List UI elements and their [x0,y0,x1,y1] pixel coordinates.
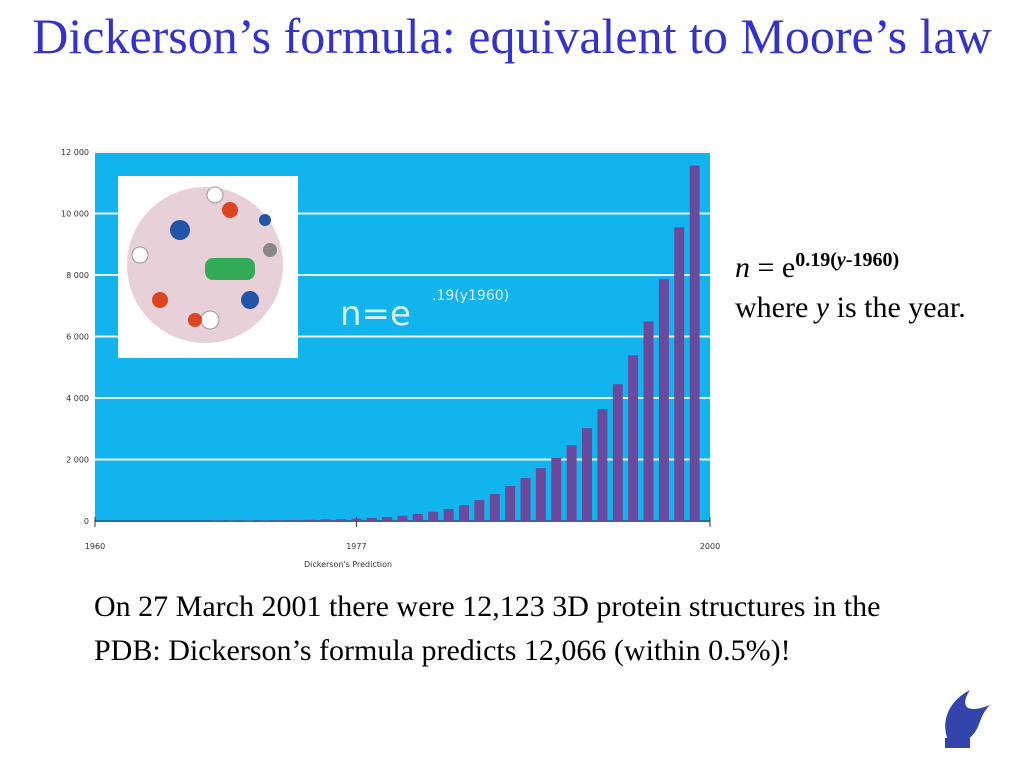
bar [643,321,654,521]
bar [366,517,377,521]
protein-structure [127,186,283,343]
where-b: is the year. [829,291,966,324]
bar [428,511,439,521]
bar [489,493,500,521]
bar [582,428,592,521]
bar [336,519,346,521]
inset-formula: n=e [340,294,411,334]
bar [535,468,546,521]
bar [597,409,608,521]
formula-var: n [735,251,750,284]
bar [628,355,639,521]
bar [259,520,270,521]
where-var: y [815,291,830,324]
plot-background [95,152,710,522]
bar [274,520,285,521]
formula: n = e0.19(y-1960) where y is the year. [735,240,975,328]
bar [289,520,300,521]
exp-var: y [836,249,846,271]
bar [505,485,516,521]
logo [945,690,990,748]
y-tick-label: 10 000 [61,210,89,219]
note: On 27 March 2001 there were 12,123 3D pr… [94,590,881,667]
x-tick-label: 1960 [85,542,105,551]
bar [658,279,669,521]
protein-image [118,176,298,358]
bar [689,165,700,521]
formula-eq: = e [750,251,796,284]
bar [382,517,393,521]
bar [520,477,531,521]
y-tick-label: 12 000 [61,148,89,157]
formula-exp: 0.19(y-1960) [795,249,899,271]
bar [674,227,685,521]
bar [305,519,316,521]
bar [351,518,362,521]
x-axis-label: Dickerson's Prediction [304,560,392,569]
exp-a: 0.19( [795,249,837,271]
y-tick-label: 4 000 [66,394,89,403]
x-tick-label: 2000 [700,542,720,551]
bar [566,445,577,521]
y-tick-label: 0 [84,517,89,526]
bar [459,505,469,521]
y-tick-label: 8 000 [66,271,89,280]
x-tick-label: 1977 [346,542,366,551]
bar [551,457,562,521]
bar [412,513,423,521]
where-a: where [735,291,816,324]
y-tick-label: 6 000 [66,333,89,342]
bar [474,500,485,521]
y-tick-label: 2 000 [66,456,89,465]
bar [612,384,623,521]
inset-exponent: .19(y1960) [432,288,509,304]
bar [443,509,454,521]
slide-title: Dickerson’s formula: equivalent to Moore… [32,8,992,64]
bar [320,519,331,521]
exp-b: -1960) [845,249,900,271]
bar [397,515,408,521]
